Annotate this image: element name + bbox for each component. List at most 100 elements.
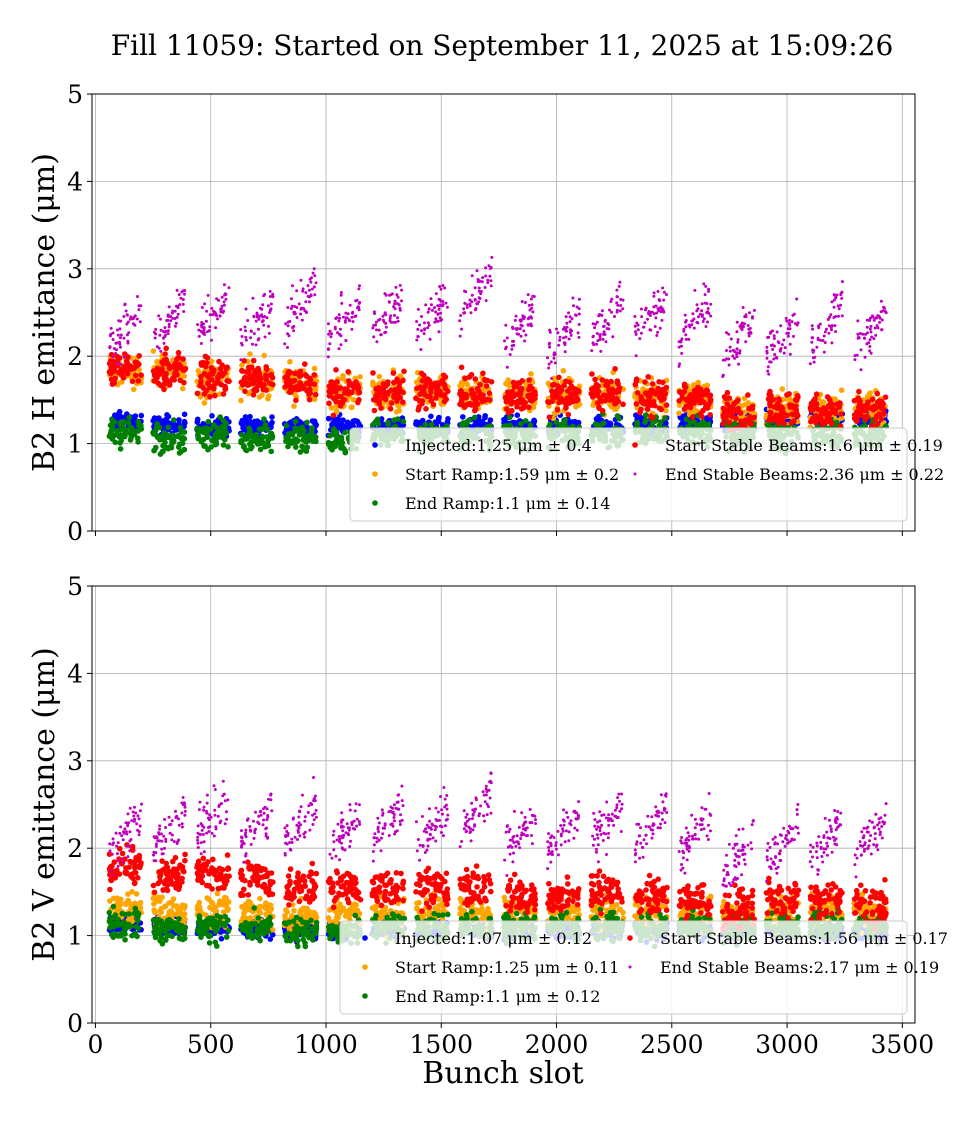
data-point — [327, 445, 333, 451]
data-point — [167, 329, 170, 332]
data-point — [303, 372, 309, 378]
data-point — [423, 321, 426, 324]
data-point — [469, 387, 475, 393]
data-point — [264, 336, 267, 339]
data-point — [121, 419, 127, 425]
data-point — [599, 398, 605, 404]
data-point — [221, 296, 224, 299]
data-point — [164, 326, 167, 329]
data-point — [162, 351, 168, 357]
data-point — [860, 348, 863, 351]
data-point — [446, 306, 449, 309]
data-point — [864, 356, 867, 359]
data-point — [809, 401, 815, 407]
data-point — [489, 379, 495, 385]
data-point — [620, 402, 626, 408]
data-point — [224, 366, 230, 372]
data-point — [340, 445, 346, 451]
data-point — [577, 331, 580, 334]
data-point — [339, 328, 342, 331]
data-point — [459, 365, 465, 371]
data-point — [650, 381, 656, 387]
data-point — [594, 383, 600, 389]
data-point — [568, 386, 574, 392]
data-point — [484, 266, 487, 269]
data-point — [767, 373, 770, 376]
data-point — [241, 335, 244, 338]
data-point — [413, 396, 419, 402]
data-point — [709, 303, 712, 306]
data-point — [661, 390, 667, 396]
data-point — [300, 279, 303, 282]
data-point — [837, 400, 843, 406]
data-point — [678, 362, 681, 365]
data-point — [136, 353, 142, 359]
data-point — [376, 421, 382, 427]
data-point — [637, 410, 643, 416]
data-point — [352, 320, 355, 323]
y-tick-label: 0 — [67, 517, 83, 546]
data-point — [338, 385, 344, 391]
data-point — [772, 358, 775, 361]
data-point — [550, 360, 553, 363]
data-point — [469, 305, 472, 308]
data-point — [118, 446, 124, 452]
data-point — [381, 315, 384, 318]
data-point — [265, 396, 271, 402]
data-point — [779, 348, 782, 351]
data-point — [738, 352, 741, 355]
data-point — [812, 396, 818, 402]
data-point — [113, 347, 116, 350]
data-point — [795, 393, 801, 399]
data-point — [775, 356, 778, 359]
data-point — [431, 381, 437, 387]
data-point — [180, 297, 183, 300]
data-point — [866, 326, 869, 329]
data-point — [418, 384, 424, 390]
data-point — [516, 380, 522, 386]
data-point — [209, 413, 215, 419]
data-point — [217, 414, 223, 420]
data-point — [337, 320, 340, 323]
data-point — [776, 396, 782, 402]
data-point — [420, 329, 423, 332]
data-point — [771, 348, 774, 351]
data-point — [656, 331, 659, 334]
data-point — [338, 347, 341, 350]
data-point — [377, 374, 383, 380]
data-point — [665, 293, 668, 296]
data-point — [439, 316, 442, 319]
data-point — [817, 324, 820, 327]
data-point — [394, 300, 397, 303]
data-point — [634, 330, 637, 333]
data-point — [462, 307, 465, 310]
data-point — [740, 326, 743, 329]
data-point — [518, 387, 524, 393]
data-point — [223, 283, 226, 286]
data-point — [119, 346, 122, 349]
data-point — [870, 405, 876, 411]
data-point — [658, 407, 664, 413]
data-point — [249, 444, 255, 450]
data-point — [312, 366, 318, 372]
data-point — [266, 316, 269, 319]
data-point — [254, 386, 260, 392]
data-point — [839, 387, 845, 393]
data-point — [487, 391, 493, 397]
data-point — [734, 408, 740, 414]
data-point — [420, 378, 426, 384]
data-point — [593, 421, 599, 427]
data-point — [753, 309, 756, 312]
data-point — [119, 434, 125, 440]
data-point — [126, 340, 129, 343]
data-point — [123, 337, 126, 340]
data-point — [358, 308, 361, 311]
data-point — [490, 266, 493, 269]
data-point — [165, 419, 171, 425]
data-point — [268, 449, 274, 455]
data-point — [685, 338, 688, 341]
data-point — [199, 439, 205, 445]
data-point — [706, 321, 709, 324]
data-point — [776, 331, 779, 334]
